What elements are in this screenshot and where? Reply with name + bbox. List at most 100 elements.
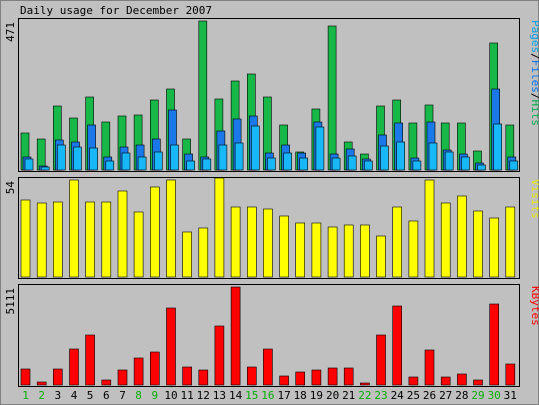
x-tick-label-day-13: 13 xyxy=(213,389,226,402)
bar-pages-day-13 xyxy=(218,144,228,171)
bar-kbytes-day-1 xyxy=(20,368,31,386)
bar-visits-day-10 xyxy=(166,179,176,278)
x-tick-label-day-10: 10 xyxy=(164,389,177,402)
bar-pages-day-18 xyxy=(299,157,309,171)
bar-pages-day-9 xyxy=(154,151,163,171)
bar-pages-day-25 xyxy=(412,160,422,171)
bar-kbytes-day-14 xyxy=(230,286,241,386)
bar-visits-day-31 xyxy=(505,206,516,278)
bar-pages-day-20 xyxy=(331,157,341,171)
x-tick-label-day-12: 12 xyxy=(197,389,210,402)
x-tick-label-day-28: 28 xyxy=(455,389,468,402)
bar-visits-day-9 xyxy=(150,186,160,278)
x-tick-label-day-31: 31 xyxy=(504,389,517,402)
legend-entry: Files xyxy=(529,60,539,93)
bar-kbytes-day-22 xyxy=(360,382,370,386)
bar-kbytes-day-5 xyxy=(85,334,95,386)
bar-pages-day-26 xyxy=(428,142,438,171)
kbytes-panel-frame xyxy=(18,284,520,387)
legend-entry: KBytes xyxy=(529,286,539,326)
x-tick-label-day-15: 15 xyxy=(245,389,258,402)
bar-visits-day-2 xyxy=(36,202,47,278)
x-tick-label-day-1: 1 xyxy=(22,389,29,402)
bar-pages-day-17 xyxy=(283,152,292,171)
bar-pages-day-4 xyxy=(73,146,82,171)
x-tick-label-day-21: 21 xyxy=(342,389,355,402)
bar-pages-day-28 xyxy=(461,156,470,171)
visits-panel-frame xyxy=(18,177,520,279)
bar-pages-day-6 xyxy=(105,160,115,171)
bar-kbytes-day-8 xyxy=(133,357,144,386)
bar-pages-day-15 xyxy=(251,125,260,171)
x-tick-label-day-2: 2 xyxy=(38,389,45,402)
hits-panel-frame xyxy=(18,18,520,172)
bar-pages-day-16 xyxy=(267,157,276,171)
bar-visits-day-29 xyxy=(473,210,483,278)
bar-visits-day-11 xyxy=(182,231,192,278)
bar-visits-day-17 xyxy=(279,215,289,278)
x-tick-label-day-25: 25 xyxy=(407,389,420,402)
hits-panel-legend: Pages/Files/Hits xyxy=(529,20,539,126)
legend-entry: Visits xyxy=(529,179,539,219)
bar-kbytes-day-10 xyxy=(166,307,176,386)
x-tick-label-day-22: 22 xyxy=(358,389,371,402)
hits-panel: 471 Pages/Files/Hits xyxy=(4,18,539,172)
bar-kbytes-day-17 xyxy=(279,375,289,386)
bar-visits-day-6 xyxy=(101,201,112,278)
bar-kbytes-day-9 xyxy=(150,351,160,386)
legend-entry: Hits xyxy=(529,100,539,127)
bar-kbytes-day-29 xyxy=(473,379,483,386)
visits-panel-ymax-label: 54 xyxy=(4,181,17,195)
x-tick-label-day-14: 14 xyxy=(229,389,243,402)
x-tick-label-day-16: 16 xyxy=(261,389,274,402)
bar-visits-day-28 xyxy=(457,195,467,278)
bar-pages-day-21 xyxy=(347,155,357,171)
bar-kbytes-day-3 xyxy=(52,368,63,386)
bar-kbytes-day-28 xyxy=(457,373,467,386)
x-tick-label-day-30: 30 xyxy=(488,389,501,402)
bar-visits-day-20 xyxy=(327,226,338,278)
bar-visits-day-21 xyxy=(343,224,354,278)
bar-kbytes-day-25 xyxy=(408,376,419,386)
bar-kbytes-day-11 xyxy=(182,366,192,386)
x-tick-label-day-8: 8 xyxy=(135,389,142,402)
bar-pages-day-8 xyxy=(137,156,147,171)
bar-visits-day-4 xyxy=(69,179,79,278)
hits-panel-ymax-label: 471 xyxy=(4,22,17,42)
legend-entry: Pages xyxy=(529,20,539,53)
x-tick-label-day-29: 29 xyxy=(471,389,484,402)
bar-kbytes-day-26 xyxy=(424,349,435,386)
bar-pages-day-14 xyxy=(234,142,244,171)
bar-kbytes-day-13 xyxy=(214,325,225,386)
bar-kbytes-day-20 xyxy=(327,367,338,386)
bar-pages-day-31 xyxy=(509,160,519,171)
bar-pages-day-24 xyxy=(396,141,406,171)
x-tick-label-day-24: 24 xyxy=(391,389,405,402)
bar-pages-day-27 xyxy=(444,151,454,171)
bar-pages-day-11 xyxy=(186,160,195,171)
bar-pages-day-7 xyxy=(121,152,131,171)
x-tick-label-day-26: 26 xyxy=(423,389,436,402)
x-tick-label-day-4: 4 xyxy=(71,389,78,402)
visits-panel-legend: Visits xyxy=(529,179,539,219)
bar-visits-day-3 xyxy=(52,201,63,278)
chart-title: Daily usage for December 2007 xyxy=(20,4,212,17)
x-tick-label-day-27: 27 xyxy=(439,389,452,402)
x-tick-label-day-5: 5 xyxy=(87,389,94,402)
bar-hits-day-2 xyxy=(36,138,46,171)
bar-pages-day-23 xyxy=(380,145,389,171)
bar-visits-day-13 xyxy=(214,177,225,278)
x-axis-labels: 1 2 3 4 5 6 7 8 9 10 11 12 13 14 15 16 17 18 19 20 21 22 23 24 2… xyxy=(22,389,517,402)
bar-visits-day-1 xyxy=(20,199,31,278)
bar-kbytes-day-6 xyxy=(101,379,112,386)
bar-pages-day-12 xyxy=(202,158,212,171)
x-tick-label-day-23: 23 xyxy=(374,389,387,402)
bar-kbytes-day-23 xyxy=(376,334,386,386)
x-tick-label-day-17: 17 xyxy=(277,389,290,402)
bar-visits-day-7 xyxy=(117,190,128,278)
bar-pages-day-19 xyxy=(315,126,325,171)
bar-kbytes-day-31 xyxy=(505,363,516,386)
kbytes-panel-legend: KBytes xyxy=(529,286,539,326)
